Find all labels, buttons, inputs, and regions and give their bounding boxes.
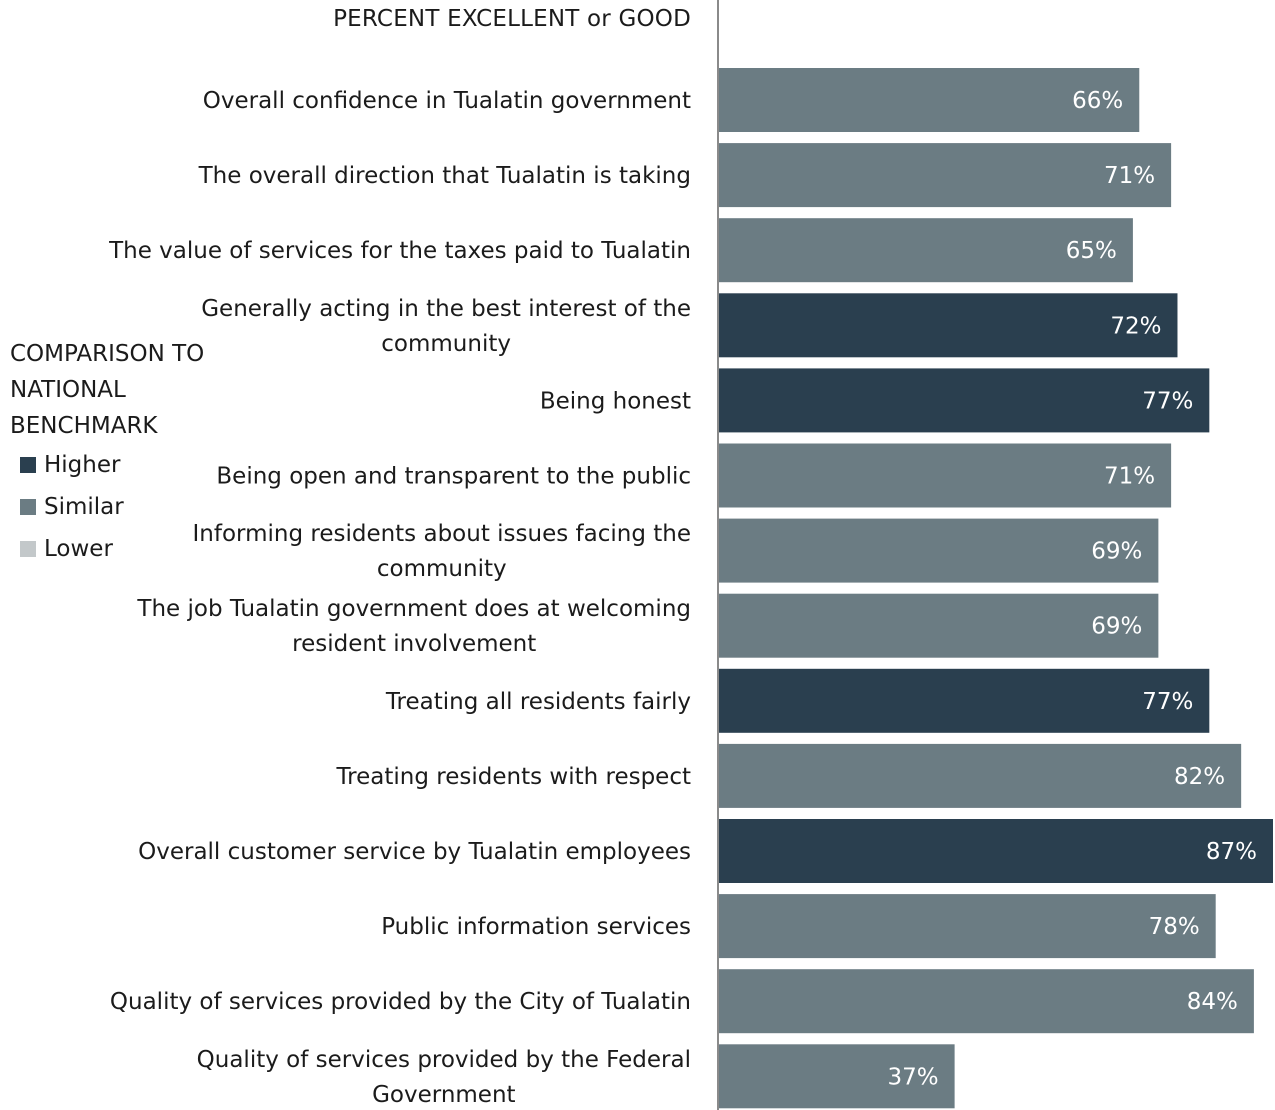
bar-value-label-12: 78%	[1149, 914, 1200, 940]
bar-8	[719, 593, 1159, 658]
legend-label-higher: Higher	[44, 452, 121, 478]
legend-label-similar: Similar	[44, 494, 124, 520]
bar-13	[719, 969, 1254, 1034]
bar-value-label-8: 69%	[1091, 614, 1142, 640]
bar-3	[719, 218, 1133, 283]
bar-4	[719, 293, 1178, 358]
bar-value-label-13: 84%	[1187, 989, 1238, 1015]
category-label-3: The value of services for the taxes paid…	[108, 238, 691, 264]
category-label-5: Being honest	[540, 388, 691, 414]
bar-value-label-6: 71%	[1104, 464, 1155, 490]
bar-6	[719, 443, 1172, 508]
category-label-9: Treating all residents fairly	[385, 689, 691, 715]
category-label-6: Being open and transparent to the public	[216, 464, 691, 490]
category-label-10: Treating residents with respect	[336, 764, 691, 790]
category-label-7: Informing residents about issues facing …	[193, 521, 692, 582]
legend-item-similar: Similar	[20, 486, 220, 528]
bar-11	[719, 819, 1273, 883]
bar-12	[719, 894, 1216, 959]
category-label-14: Quality of services provided by the Fede…	[197, 1047, 691, 1108]
legend-item-higher: Higher	[20, 444, 220, 486]
bar-value-label-5: 77%	[1142, 388, 1193, 414]
bar-value-label-10: 82%	[1174, 764, 1225, 790]
legend: COMPARISON TO NATIONAL BENCHMARK Higher …	[10, 336, 220, 570]
legend-swatch-similar	[20, 499, 36, 515]
bar-1	[719, 68, 1140, 132]
bar-14	[719, 1044, 955, 1109]
category-label-13: Quality of services provided by the City…	[110, 989, 691, 1015]
category-label-8: The job Tualatin government does at welc…	[136, 596, 691, 657]
legend-swatch-lower	[20, 541, 36, 557]
legend-title: COMPARISON TO NATIONAL BENCHMARK	[10, 341, 205, 439]
bar-value-label-1: 66%	[1072, 88, 1123, 114]
bar-value-label-4: 72%	[1110, 313, 1161, 339]
bar-value-label-14: 37%	[887, 1064, 938, 1090]
legend-label-lower: Lower	[44, 536, 113, 562]
bar-2	[719, 143, 1172, 208]
bar-value-label-9: 77%	[1142, 689, 1193, 715]
legend-swatch-higher	[20, 457, 36, 473]
category-label-1: Overall confidence in Tualatin governmen…	[203, 88, 691, 114]
bar-value-label-2: 71%	[1104, 163, 1155, 189]
bar-value-label-3: 65%	[1066, 238, 1117, 264]
bar-value-label-11: 87%	[1206, 839, 1257, 865]
chart-header: PERCENT EXCELLENT or GOOD	[333, 6, 691, 32]
category-label-11: Overall customer service by Tualatin emp…	[138, 839, 691, 865]
bar-10	[719, 743, 1242, 808]
bar-5	[719, 368, 1210, 433]
bar-7	[719, 518, 1159, 583]
category-label-12: Public information services	[381, 914, 691, 940]
legend-item-lower: Lower	[20, 528, 220, 570]
category-label-4: Generally acting in the best interest of…	[201, 296, 691, 357]
category-label-2: The overall direction that Tualatin is t…	[198, 163, 691, 189]
bar-value-label-7: 69%	[1091, 539, 1142, 565]
bar-9	[719, 668, 1210, 733]
